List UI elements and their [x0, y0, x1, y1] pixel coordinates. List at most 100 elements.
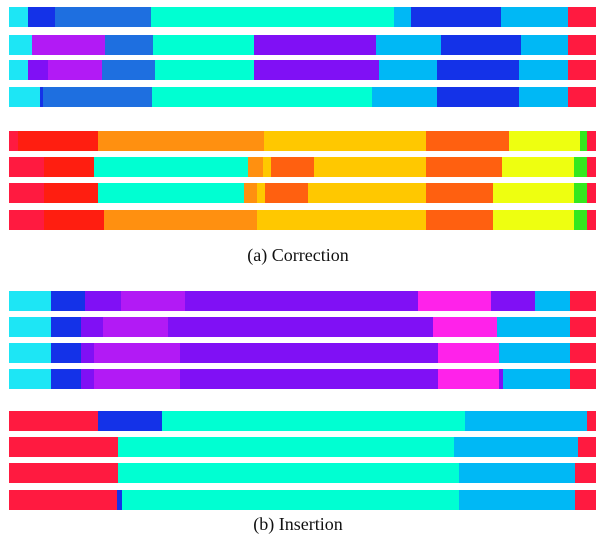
segment-sky	[465, 411, 587, 431]
segment-sky	[394, 7, 411, 27]
segment-red	[9, 437, 118, 457]
segment-violet	[499, 369, 503, 389]
segment-blue	[437, 60, 519, 80]
segment-amber	[263, 157, 271, 177]
segment-violet	[254, 35, 376, 55]
segment-amber	[308, 183, 426, 203]
segment-violet	[254, 60, 379, 80]
bar-p2-g1-r2	[9, 317, 596, 337]
segment-red	[570, 369, 596, 389]
segment-teal	[153, 35, 254, 55]
segment-blue	[98, 411, 162, 431]
segment-violet	[81, 343, 94, 363]
segment-red	[568, 60, 596, 80]
segment-red	[9, 411, 98, 431]
segment-violet	[185, 291, 418, 311]
segment-red	[570, 343, 596, 363]
segment-red	[9, 131, 18, 151]
segment-sky	[372, 87, 437, 107]
segment-teal	[162, 411, 465, 431]
segment-yellow	[509, 131, 580, 151]
segment-red	[587, 183, 596, 203]
segment-blue	[441, 35, 521, 55]
segment-red	[9, 210, 44, 230]
caption-correction: (a) Correction	[247, 245, 349, 265]
bar-p2-g2-r1	[9, 411, 596, 431]
segment-orange	[98, 131, 264, 151]
segment-mid_blue	[55, 7, 151, 27]
segment-sky	[501, 7, 568, 27]
segment-orange	[248, 157, 263, 177]
segment-mid_blue	[105, 35, 153, 55]
segment-orange_red	[44, 157, 94, 177]
bar-p2-g1-r4	[9, 369, 596, 389]
segment-sky	[459, 490, 575, 510]
bar-p1-g2-r1	[9, 131, 596, 151]
segment-dark_orange	[426, 210, 493, 230]
segment-blue	[51, 291, 85, 311]
segment-violet	[81, 317, 103, 337]
segment-sky	[497, 317, 570, 337]
segment-cyan	[9, 291, 51, 311]
segment-red	[9, 463, 118, 483]
segment-amber	[257, 210, 426, 230]
bar-p1-g1-r4	[9, 87, 596, 107]
segment-sky	[376, 35, 441, 55]
segment-purple	[48, 60, 102, 80]
segment-green	[580, 131, 587, 151]
segment-blue	[51, 343, 81, 363]
segment-red	[575, 490, 596, 510]
segment-violet	[81, 369, 94, 389]
segment-violet	[180, 343, 438, 363]
segment-green	[574, 210, 587, 230]
segment-red	[575, 463, 596, 483]
segment-teal	[94, 157, 248, 177]
segment-red	[587, 210, 596, 230]
bar-p1-g1-r1	[9, 7, 596, 27]
bar-p1-g1-r2	[9, 35, 596, 55]
segment-red	[570, 317, 596, 337]
segment-red	[570, 291, 596, 311]
segment-orange	[244, 183, 257, 203]
segment-cyan	[9, 7, 28, 27]
segment-sky	[379, 60, 437, 80]
segment-dark_orange	[426, 131, 509, 151]
segment-sky	[519, 87, 568, 107]
segment-dark_orange	[265, 183, 308, 203]
bar-p2-g2-r4	[9, 490, 596, 510]
segment-orange_red	[44, 210, 104, 230]
segment-cyan	[9, 87, 40, 107]
segment-blue	[40, 87, 43, 107]
segment-red	[9, 157, 44, 177]
segment-blue	[437, 87, 519, 107]
segment-green	[574, 183, 587, 203]
segment-sky	[454, 437, 578, 457]
segment-purple	[32, 35, 105, 55]
segment-red	[587, 131, 596, 151]
segment-violet	[85, 291, 121, 311]
segment-purple	[103, 317, 168, 337]
bar-p1-g2-r2	[9, 157, 596, 177]
segment-sky	[459, 463, 575, 483]
segment-dark_orange	[426, 183, 493, 203]
segment-yellow	[493, 210, 574, 230]
segment-blue	[28, 7, 55, 27]
segment-red	[587, 411, 596, 431]
segment-mid_blue	[43, 87, 152, 107]
segment-orange_red	[18, 131, 98, 151]
segment-teal	[152, 87, 372, 107]
segment-sky	[519, 60, 568, 80]
segment-violet	[491, 291, 535, 311]
segment-sky	[503, 369, 570, 389]
bar-p2-g2-r3	[9, 463, 596, 483]
bar-p2-g1-r3	[9, 343, 596, 363]
segment-yellow	[502, 157, 574, 177]
segment-red	[568, 7, 596, 27]
segment-dark_orange	[271, 157, 314, 177]
segment-teal	[155, 60, 254, 80]
segment-violet	[28, 60, 48, 80]
segment-magenta	[438, 343, 499, 363]
segment-red	[9, 183, 44, 203]
segment-blue	[411, 7, 501, 27]
